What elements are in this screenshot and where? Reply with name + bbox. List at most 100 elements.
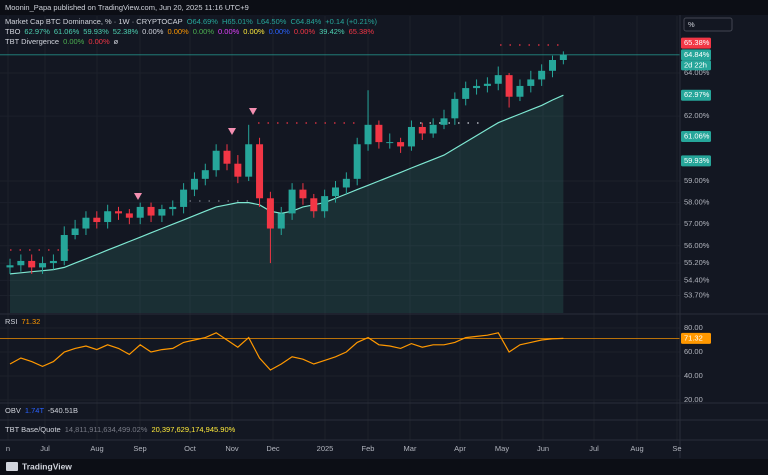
legend-item: 0.00%: [167, 27, 189, 36]
legend-item: 65.38%: [349, 27, 375, 36]
candle-body: [169, 206, 177, 210]
candle-body: [516, 85, 524, 97]
legend-item: OBV: [5, 406, 21, 415]
legend-item: 1.74T: [25, 406, 45, 415]
price-badge: [681, 49, 711, 61]
price-badge-label: 65.38%: [684, 38, 710, 47]
top-bar: [0, 0, 768, 15]
candle-body: [266, 198, 274, 229]
candle-body: [6, 265, 14, 268]
candle-body: [321, 196, 329, 212]
legend-line: TBT Divergence 0.00% 0.00% ø: [5, 37, 119, 46]
candle-body: [353, 144, 361, 179]
candle-body: [60, 235, 68, 261]
candle-body: [115, 211, 122, 214]
x-tick-label: Jul: [40, 444, 50, 453]
y-tick-label: 53.70%: [684, 290, 710, 299]
sell-signal: [134, 193, 142, 200]
candle-body: [104, 211, 112, 223]
legend-item: L64.50%: [257, 17, 287, 26]
countdown: 2d 22h: [684, 60, 707, 69]
x-tick-label: Oct: [184, 444, 197, 453]
candle-body: [473, 85, 481, 89]
legend-item: C64.84%: [290, 17, 321, 26]
footer-brand: TradingView: [22, 461, 72, 471]
candle-body: [429, 124, 437, 134]
legend-line: OBV 1.74T -540.51B: [5, 406, 78, 415]
candle-body: [288, 189, 296, 214]
legend-item: 62.97%: [24, 27, 50, 36]
legend-item: 0.00%: [193, 27, 215, 36]
candle-body: [440, 118, 448, 125]
legend-item: 39.42%: [319, 27, 345, 36]
legend-item: +0.14 (+0.21%): [325, 17, 377, 26]
price-badge-label: 62.97%: [684, 90, 710, 99]
x-tick-label: Dec: [266, 444, 280, 453]
countdown-badge: [681, 60, 711, 71]
y-tick-label: 59.00%: [684, 176, 710, 185]
axes: n Jul Aug Sep Oct Nov Dec 2025 Feb Mar Apr May Jun Ju…: [6, 37, 711, 453]
x-tick-label: Apr: [454, 444, 466, 453]
candle-body: [386, 142, 394, 144]
x-tick-label: 2025: [317, 444, 334, 453]
y-tick-label: 58.00%: [684, 198, 710, 207]
legend-item: 0.00%: [142, 27, 164, 36]
series-line: [9, 94, 564, 275]
legend-item: H65.01%: [222, 17, 253, 26]
legend-line: Market Cap BTC Dominance, % · 1W · CRYPT…: [5, 17, 378, 26]
candle-body: [82, 217, 90, 229]
scale-button-label[interactable]: %: [688, 20, 695, 29]
candle-body: [407, 126, 415, 147]
price-badge-label: 64.84%: [684, 50, 710, 59]
y-tick-label: 54.40%: [684, 275, 710, 284]
price-badge: [681, 332, 711, 344]
x-tick-label: May: [495, 444, 509, 453]
legend-item: TBT Divergence: [5, 37, 59, 46]
candle-body: [201, 170, 209, 179]
candle-body: [71, 228, 79, 236]
candle-body: [190, 178, 198, 190]
candle-body: [505, 75, 513, 97]
y-tick-label: 56.00%: [684, 241, 710, 250]
candle-body: [256, 144, 264, 199]
candle-body: [310, 198, 318, 212]
candle-body: [28, 260, 36, 268]
x-tick-label: Aug: [630, 444, 643, 453]
footer-bar: [0, 459, 768, 475]
legend-item: 0.00%: [88, 37, 110, 46]
candle-body: [245, 144, 253, 177]
legend-item: RSI: [5, 317, 18, 326]
legend-item: 0.00%: [63, 37, 85, 46]
candle-body: [527, 79, 535, 86]
legend-line: RSI 71.32: [5, 317, 40, 326]
candle-body: [136, 206, 144, 218]
sell-signal: [249, 108, 257, 115]
candle-body: [17, 260, 25, 266]
x-tick-label: Jun: [537, 444, 549, 453]
candle-body: [462, 88, 470, 99]
tv-logo: [6, 462, 18, 471]
x-tick-label: Feb: [362, 444, 375, 453]
candle-body: [451, 98, 459, 119]
x-tick-label: Aug: [90, 444, 103, 453]
legend-item: ø: [114, 37, 119, 46]
candle-body: [483, 83, 491, 86]
scale-button[interactable]: [683, 17, 733, 32]
candle-body: [39, 263, 47, 268]
legend-item: 52.38%: [113, 27, 139, 36]
x-tick-label: Se: [672, 444, 681, 453]
price-badge: [681, 155, 711, 167]
legend-item: 71.32: [22, 317, 41, 326]
legend-item: 0.00%: [218, 27, 240, 36]
legend-item: Market Cap BTC Dominance, % · 1W · CRYPT…: [5, 17, 183, 26]
legend-item: 61.06%: [54, 27, 80, 36]
price-badge: [681, 130, 711, 142]
candle-body: [223, 150, 231, 164]
y-tick-label: 80.00: [684, 323, 703, 332]
legend-line: TBT Base/Quote 14,811,911,634,499.02% 20,3…: [5, 425, 236, 434]
candle-body: [49, 260, 57, 264]
legend-item: 0.00%: [294, 27, 316, 36]
legend-item: 0.00%: [269, 27, 291, 36]
candle-body: [147, 206, 155, 216]
